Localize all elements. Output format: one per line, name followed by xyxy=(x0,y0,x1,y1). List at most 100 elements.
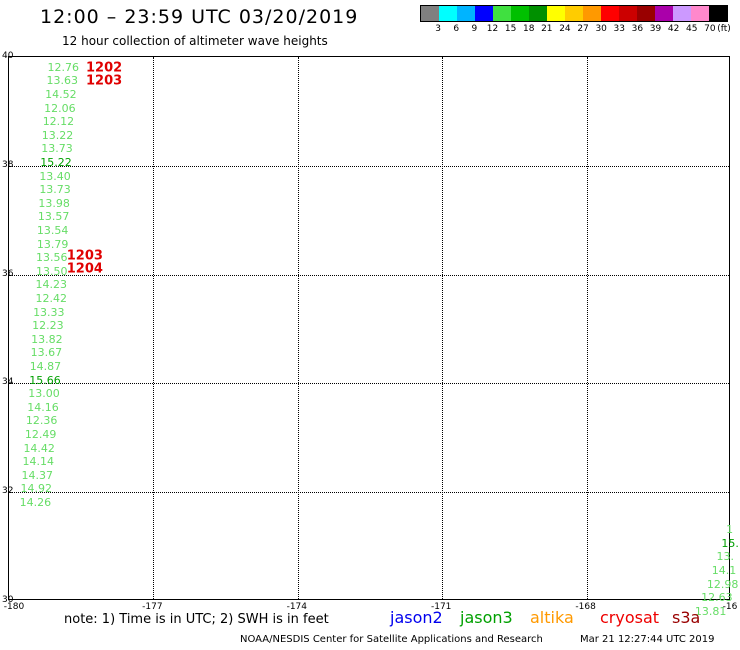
wave-height-label: 14.87 xyxy=(29,360,62,374)
wave-height-label: 12.12 xyxy=(42,115,75,129)
wave-height-label: 12.23 xyxy=(32,319,64,333)
lat-tick-label: 38 xyxy=(2,159,14,170)
legend-label: 6 xyxy=(453,24,460,34)
wave-height-label: 13.00 xyxy=(28,387,60,401)
wave-height-label: 14.14 xyxy=(22,455,54,469)
legend-label: 45 xyxy=(686,24,698,34)
wave-height-label: 13.98 xyxy=(38,196,70,210)
legend-label: 42 xyxy=(667,24,680,34)
wave-height-label: 13.22 xyxy=(41,128,74,142)
legend-label: 21 xyxy=(541,24,553,34)
legend-swatch xyxy=(565,6,583,21)
grid-line-lat xyxy=(9,492,729,494)
legend-label: 15 xyxy=(504,24,517,34)
lat-tick-label: 32 xyxy=(2,486,14,497)
lat-tick-label: 30 xyxy=(2,595,14,605)
wave-height-label: 13.54 xyxy=(36,224,69,238)
legend-swatch xyxy=(583,6,601,21)
wave-height-label: 13.73 xyxy=(39,183,71,197)
wave-height-label: 15.22 xyxy=(40,156,72,170)
legend-labels: 3 6 9 12 15 18 21 24 27 30 33 36 39 42 45 70 (ft) xyxy=(420,22,731,36)
legend-label: 70 xyxy=(704,24,716,34)
lon-tick-label: -171 xyxy=(430,602,452,612)
legend-label: 27 xyxy=(577,24,589,34)
legend-color-bar xyxy=(420,5,728,22)
wave-height-label: 12.98 xyxy=(706,577,739,591)
lon-tick-label: -177 xyxy=(142,602,163,612)
wave-height-label: 13.81 xyxy=(694,604,727,618)
wave-height-label: 14.42 xyxy=(23,441,55,455)
wave-height-label: 13.56 xyxy=(35,251,68,265)
legend-label: 39 xyxy=(649,24,662,34)
satellite-s3a: s3a xyxy=(672,608,701,627)
legend-swatch xyxy=(475,6,493,21)
legend-swatch xyxy=(691,6,709,21)
grid-line-lat xyxy=(9,165,729,167)
legend-swatch xyxy=(601,6,619,21)
wave-height-label: 14.37 xyxy=(21,468,54,482)
color-legend: 3 6 9 12 15 18 21 24 27 30 33 36 39 42 45 70 (ft) xyxy=(420,5,731,36)
wave-height-label: 13.82 xyxy=(31,332,63,346)
wave-height-label: 14.16 xyxy=(27,400,59,414)
wave-height-label: 12.76 xyxy=(47,60,80,74)
legend-label: 30 xyxy=(595,24,607,34)
pass-time-label: 1204 xyxy=(66,261,103,277)
legend-label: 18 xyxy=(522,24,535,34)
lon-tick-label: -16 xyxy=(722,602,738,612)
satellite-altika: altika xyxy=(530,608,574,627)
wave-height-label: 14.23 xyxy=(35,278,67,292)
wave-height-label: 13.79 xyxy=(36,237,69,251)
wave-height-label: 12.49 xyxy=(24,428,57,442)
pass-time-label: 1203 xyxy=(86,73,123,89)
wave-height-label: 13.57 xyxy=(37,210,70,224)
legend-label: 36 xyxy=(631,24,644,34)
legend-label: 12 xyxy=(486,24,499,34)
wave-height-label: 13.63 xyxy=(46,74,79,88)
legend-label: 24 xyxy=(559,24,571,34)
legend-swatch xyxy=(493,6,511,21)
satellite-jason2: jason2 xyxy=(390,608,443,627)
pass-time-label: 1202 xyxy=(86,60,123,76)
units-note: note: 1) Time is in UTC; 2) SWH is in fe… xyxy=(64,612,329,627)
lat-tick-label: 36 xyxy=(2,268,14,279)
legend-swatch xyxy=(619,6,637,21)
wave-height-label: 15. xyxy=(721,536,739,550)
legend-unit: (ft) xyxy=(717,24,731,34)
wave-height-label: 1 xyxy=(726,523,734,537)
legend-swatch xyxy=(421,6,439,21)
wave-height-label: 13.67 xyxy=(30,346,63,360)
grid-line-lon xyxy=(586,57,588,599)
wave-height-label: 13.73 xyxy=(41,142,73,156)
wave-height-label: 12.36 xyxy=(25,414,58,428)
legend-label: 9 xyxy=(471,24,478,34)
legend-swatch xyxy=(547,6,565,21)
wave-height-label: 12.42 xyxy=(35,292,67,306)
legend-swatch xyxy=(709,6,727,21)
map-title: 12:00 – 23:59 UTC 03/20/2019 xyxy=(40,6,359,28)
wave-height-label: 14.52 xyxy=(45,88,77,102)
legend-swatch xyxy=(457,6,475,21)
wave-height-label: 13. xyxy=(716,550,735,564)
wave-height-label: 15.66 xyxy=(29,373,61,387)
map-subtitle: 12 hour collection of altimeter wave hei… xyxy=(62,34,328,48)
satellite-cryosat: cryosat xyxy=(600,608,660,627)
lon-tick-label: -168 xyxy=(575,602,596,612)
lat-tick-label: 34 xyxy=(2,377,14,388)
wave-height-label: 13.33 xyxy=(33,305,65,319)
wave-height-label: 12.06 xyxy=(44,101,76,115)
wave-height-label: 14.26 xyxy=(19,496,52,510)
credit-footer: NOAA/NESDIS Center for Satellite Applica… xyxy=(240,634,543,645)
grid-line-lon xyxy=(442,57,444,599)
legend-label: 3 xyxy=(435,24,441,34)
grid-line-lon xyxy=(297,57,299,599)
satellite-jason3: jason3 xyxy=(460,608,513,627)
legend-swatch xyxy=(673,6,691,21)
legend-swatch xyxy=(637,6,655,21)
generated-timestamp: Mar 21 12:27:44 UTC 2019 xyxy=(580,634,715,645)
lon-tick-label: -174 xyxy=(286,602,308,612)
lon-tick-label: -180 xyxy=(3,602,25,612)
legend-swatch xyxy=(511,6,529,21)
legend-label: 33 xyxy=(613,24,626,34)
wave-height-label: 13.50 xyxy=(35,264,68,278)
wave-height-label: 14.1 xyxy=(711,564,737,578)
